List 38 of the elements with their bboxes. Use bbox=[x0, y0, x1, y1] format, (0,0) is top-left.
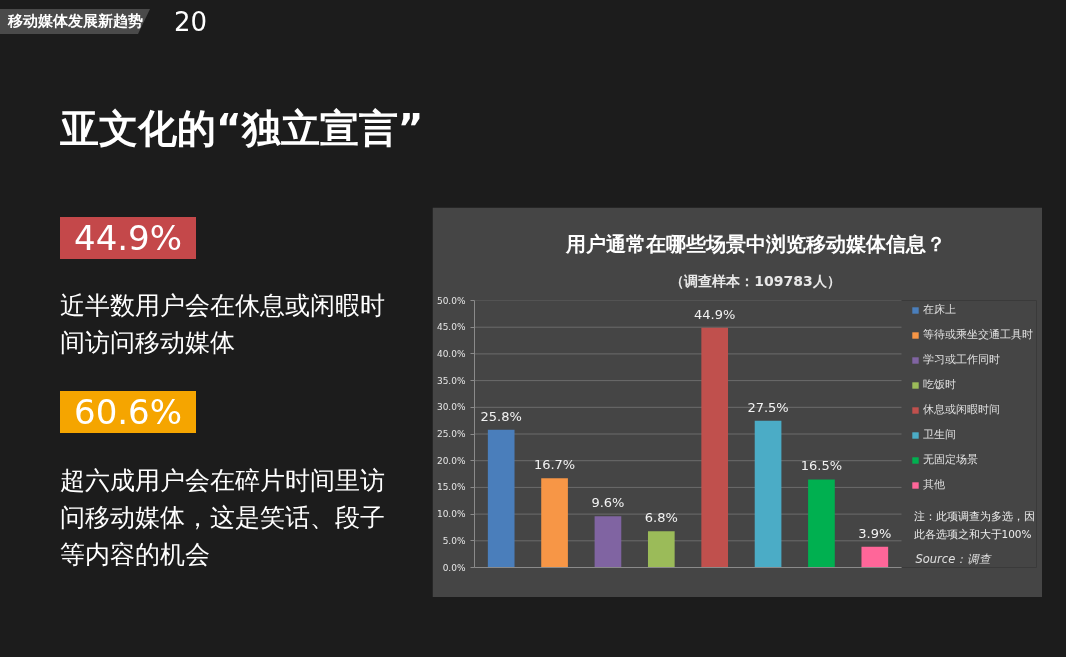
text: 60.6% bbox=[60, 391, 197, 433]
text: 亚文化的“独立宣言” bbox=[60, 105, 424, 153]
data-label: 9.6% bbox=[591, 495, 625, 511]
legend-label: 休息或闲暇时间 bbox=[923, 402, 1000, 417]
y-tick-label: 35.0% bbox=[436, 375, 466, 386]
text: 移动媒体发展新趋势 bbox=[0, 9, 150, 34]
chart-subtitle: （调查样本：109783人） bbox=[670, 272, 841, 289]
legend-label: 其他 bbox=[923, 477, 945, 492]
y-tick-label: 0.0% bbox=[442, 562, 466, 573]
y-tick-label: 50.0% bbox=[436, 295, 466, 306]
text: 注：此项调查为多选，因此各选项之和大于100% bbox=[913, 509, 1035, 540]
legend-label: 等待或乘坐交通工具时 bbox=[923, 327, 1033, 342]
data-label: 3.9% bbox=[858, 525, 892, 541]
data-label: 27.5% bbox=[747, 399, 789, 415]
y-tick-label: 15.0% bbox=[436, 482, 466, 493]
legend-label: 卫生间 bbox=[923, 427, 956, 442]
text: 44.9% bbox=[60, 217, 197, 259]
data-label: 6.8% bbox=[644, 510, 678, 526]
text: 20 bbox=[174, 7, 208, 37]
y-tick-label: 20.0% bbox=[436, 455, 466, 466]
y-tick-label: 45.0% bbox=[436, 322, 466, 333]
legend-label: 吃饭时 bbox=[923, 377, 956, 392]
chart-title: 用户通常在哪些场景中浏览移动媒体信息？ bbox=[564, 231, 946, 256]
legend-label: 学习或工作同时 bbox=[923, 352, 1000, 367]
text: 超六成用户会在碎片时间里访问移动媒体，这是笑话、段子等内容的机会 bbox=[60, 465, 386, 571]
y-tick-label: 5.0% bbox=[442, 535, 466, 546]
y-tick-label: 25.0% bbox=[436, 429, 466, 439]
y-tick-label: 30.0% bbox=[436, 402, 466, 413]
legend-label: 无固定场景 bbox=[923, 452, 978, 467]
legend-label: 在床上 bbox=[923, 302, 956, 317]
data-label: 25.8% bbox=[480, 408, 522, 424]
data-label: 16.7% bbox=[533, 457, 576, 473]
text: 近半数用户会在休息或闲暇时间访问移动媒体 bbox=[60, 290, 386, 359]
y-tick-label: 10.0% bbox=[436, 509, 466, 520]
y-tick-label: 40.0% bbox=[436, 348, 466, 359]
source-note: Source：调查 bbox=[915, 551, 993, 566]
data-label: 44.9% bbox=[694, 306, 736, 322]
data-label: 16.5% bbox=[800, 458, 843, 474]
